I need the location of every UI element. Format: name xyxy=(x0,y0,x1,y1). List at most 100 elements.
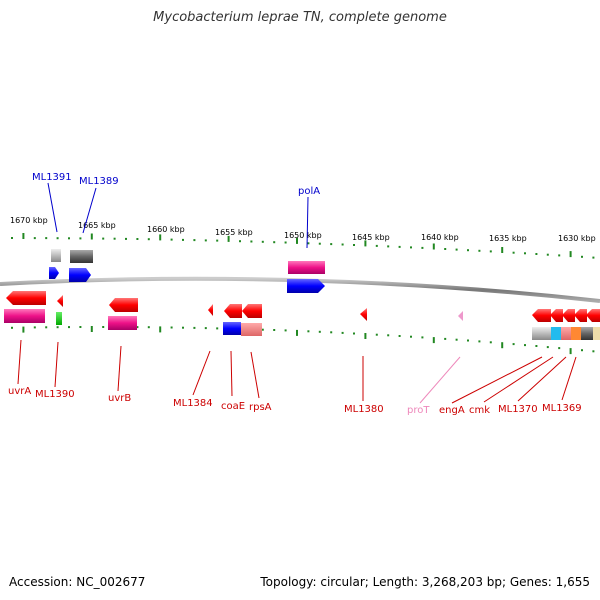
feature-ml1370[interactable] xyxy=(571,327,581,340)
feature-prot[interactable] xyxy=(458,311,463,321)
tick-minor xyxy=(216,239,219,242)
tick-minor xyxy=(113,237,116,240)
feature-coae-arrow[interactable] xyxy=(224,304,242,318)
gene-label-coae[interactable]: coaE xyxy=(221,401,245,412)
tick-minor xyxy=(147,326,150,329)
feature-uvra-pink[interactable] xyxy=(4,309,45,323)
gene-label-uvra[interactable]: uvrA xyxy=(8,386,31,397)
feature-blue-arrow[interactable] xyxy=(69,268,91,282)
tick-major xyxy=(364,240,367,247)
tick-minor xyxy=(581,255,583,258)
gene-label-ml1390[interactable]: ML1390 xyxy=(35,389,75,400)
callout-line xyxy=(306,196,309,249)
gene-label-ml1380[interactable]: ML1380 xyxy=(344,404,384,415)
tick-major xyxy=(227,235,230,242)
callout-line xyxy=(82,187,97,234)
map-title: Mycobacterium leprae TN, complete genome xyxy=(153,10,447,25)
tick-minor xyxy=(512,251,515,254)
feature-coae[interactable] xyxy=(223,322,241,335)
tick-major xyxy=(90,233,93,240)
feature-red-cluster-1[interactable] xyxy=(532,309,551,322)
tick-minor xyxy=(341,331,344,334)
feature-pola[interactable] xyxy=(287,279,325,293)
gene-label-rpsa[interactable]: rpsA xyxy=(249,402,272,413)
accession-text: Accession: NC_002677 xyxy=(9,575,146,589)
tick-label: 1655 kbp xyxy=(215,228,253,237)
tick-minor xyxy=(170,238,173,241)
callout-line xyxy=(47,182,58,233)
gene-label-uvrb[interactable]: uvrB xyxy=(108,393,131,404)
tick-minor xyxy=(455,338,458,341)
feature-ml1369[interactable] xyxy=(581,327,593,340)
feature-rpsa-arrow[interactable] xyxy=(242,304,262,318)
callout-line xyxy=(451,356,543,404)
gene-label-prot[interactable]: proT xyxy=(407,405,430,416)
gene-label-ml1369[interactable]: ML1369 xyxy=(542,403,582,414)
feature-red-small-1[interactable] xyxy=(57,295,63,307)
feature-uvrb-pink[interactable] xyxy=(108,316,137,330)
tick-minor xyxy=(375,333,378,336)
tick-minor xyxy=(170,326,173,329)
forward-features xyxy=(49,249,325,293)
feature-ml1380[interactable] xyxy=(360,308,367,321)
feature-uvra[interactable] xyxy=(6,291,46,305)
callout-line xyxy=(483,356,554,403)
tick-minor xyxy=(387,334,390,337)
tick-minor xyxy=(273,329,276,331)
callout-line xyxy=(17,339,22,385)
callout-line xyxy=(250,351,260,399)
tick-minor xyxy=(478,340,481,343)
tick-minor xyxy=(318,330,321,333)
tick-label: 1660 kbp xyxy=(147,225,185,234)
feature-cmk[interactable] xyxy=(561,327,571,340)
feature-red-cluster-5[interactable] xyxy=(586,309,600,322)
tick-major xyxy=(159,326,162,333)
tick-row-bottom xyxy=(11,326,595,355)
gene-label-ml1370[interactable]: ML1370 xyxy=(498,404,538,415)
feature-ml1390[interactable] xyxy=(56,312,62,325)
feature-ml1389[interactable] xyxy=(70,250,93,263)
gene-label-ml1384[interactable]: ML1384 xyxy=(173,398,213,409)
tick-minor xyxy=(512,343,515,346)
forward-callouts: ML1391 ML1389 polA xyxy=(32,172,320,249)
tick-minor xyxy=(102,237,105,240)
feature-blue-small[interactable] xyxy=(49,267,59,279)
tick-major xyxy=(501,247,504,253)
tick-minor xyxy=(102,326,105,328)
tick-minor xyxy=(444,248,447,250)
feature-grey-block[interactable] xyxy=(532,327,551,340)
feature-ml1391[interactable] xyxy=(51,249,61,262)
tick-minor xyxy=(410,246,412,249)
gene-label-ml1389[interactable]: ML1389 xyxy=(79,176,119,187)
tick-minor xyxy=(11,237,13,239)
feature-red-cluster-4[interactable] xyxy=(574,309,587,322)
feature-red-cluster-3[interactable] xyxy=(562,309,575,322)
tick-label: 1645 kbp xyxy=(352,233,390,242)
gene-label-pola[interactable]: polA xyxy=(298,186,320,197)
feature-red-cluster-2[interactable] xyxy=(550,309,563,322)
tick-major xyxy=(432,243,435,250)
tick-minor xyxy=(33,237,36,240)
feature-yellow[interactable] xyxy=(593,327,600,340)
tick-minor xyxy=(535,253,538,255)
feature-ml1384[interactable] xyxy=(208,304,213,316)
gene-label-enga[interactable]: engA xyxy=(439,405,465,416)
tick-minor xyxy=(330,331,333,334)
feature-uvrb[interactable] xyxy=(109,298,138,312)
tick-minor xyxy=(45,326,48,329)
tick-minor xyxy=(68,237,70,240)
feature-engA[interactable] xyxy=(551,327,561,340)
tick-minor xyxy=(261,240,264,243)
gene-label-cmk[interactable]: cmk xyxy=(469,405,490,416)
gene-label-ml1391[interactable]: ML1391 xyxy=(32,172,72,183)
tick-minor xyxy=(45,237,48,240)
callout-line xyxy=(192,350,211,396)
tick-minor xyxy=(330,243,333,246)
tick-minor xyxy=(387,245,390,248)
tick-major xyxy=(569,348,572,355)
tick-minor xyxy=(182,326,184,329)
feature-pink-upper[interactable] xyxy=(288,261,325,274)
feature-rpsa[interactable] xyxy=(241,323,262,336)
callout-line xyxy=(419,356,461,404)
